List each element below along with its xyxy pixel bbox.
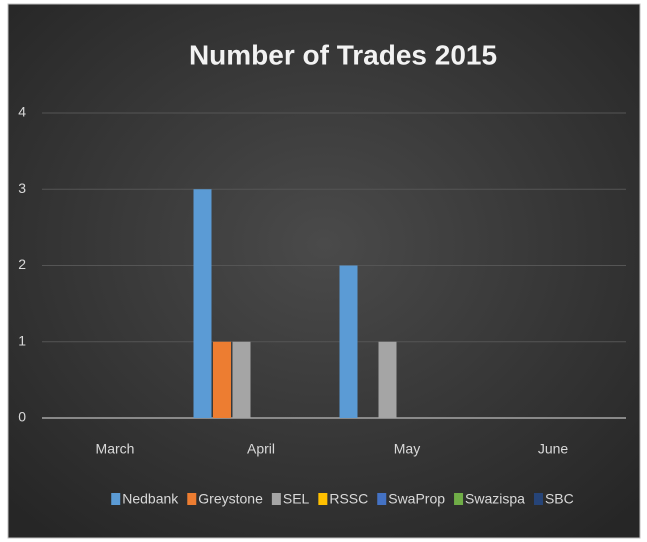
- legend-label: Swazispa: [465, 491, 525, 507]
- legend-swatch: [377, 493, 387, 505]
- legend-item: SBC: [533, 491, 574, 507]
- legend-item: SwaProp: [377, 491, 445, 507]
- legend-label: SEL: [283, 491, 310, 507]
- legend-label: SwaProp: [388, 491, 445, 507]
- legend-label: SBC: [545, 491, 574, 507]
- bar: [232, 341, 251, 418]
- y-tick-label: 4: [18, 104, 26, 120]
- legend-swatch: [454, 493, 464, 505]
- legend-item: Swazispa: [454, 491, 525, 507]
- legend-label: Greystone: [198, 491, 263, 507]
- legend-item: RSSC: [318, 491, 368, 507]
- y-tick-label: 2: [18, 256, 26, 272]
- legend-swatch: [271, 493, 281, 505]
- legend-swatch: [111, 493, 121, 505]
- x-tick-label: March: [96, 441, 135, 457]
- y-tick-label: 1: [18, 332, 26, 348]
- x-tick-label: June: [538, 441, 569, 457]
- chart-background: [7, 3, 641, 539]
- bar: [378, 341, 397, 418]
- legend-swatch: [318, 493, 328, 505]
- bar: [193, 189, 212, 418]
- legend-item: Nedbank: [111, 491, 179, 507]
- legend-swatch: [533, 493, 543, 505]
- legend-label: RSSC: [329, 491, 368, 507]
- y-tick-label: 0: [18, 409, 26, 425]
- x-tick-label: April: [247, 441, 275, 457]
- bar: [213, 341, 231, 418]
- legend-label: Nedbank: [122, 491, 179, 507]
- legend-item: Greystone: [187, 491, 263, 507]
- y-tick-label: 3: [18, 180, 26, 196]
- x-tick-label: May: [394, 441, 420, 457]
- legend-item: SEL: [271, 491, 310, 507]
- chart-title: Number of Trades 2015: [189, 39, 497, 70]
- legend-swatch: [187, 493, 197, 505]
- bar: [339, 265, 358, 418]
